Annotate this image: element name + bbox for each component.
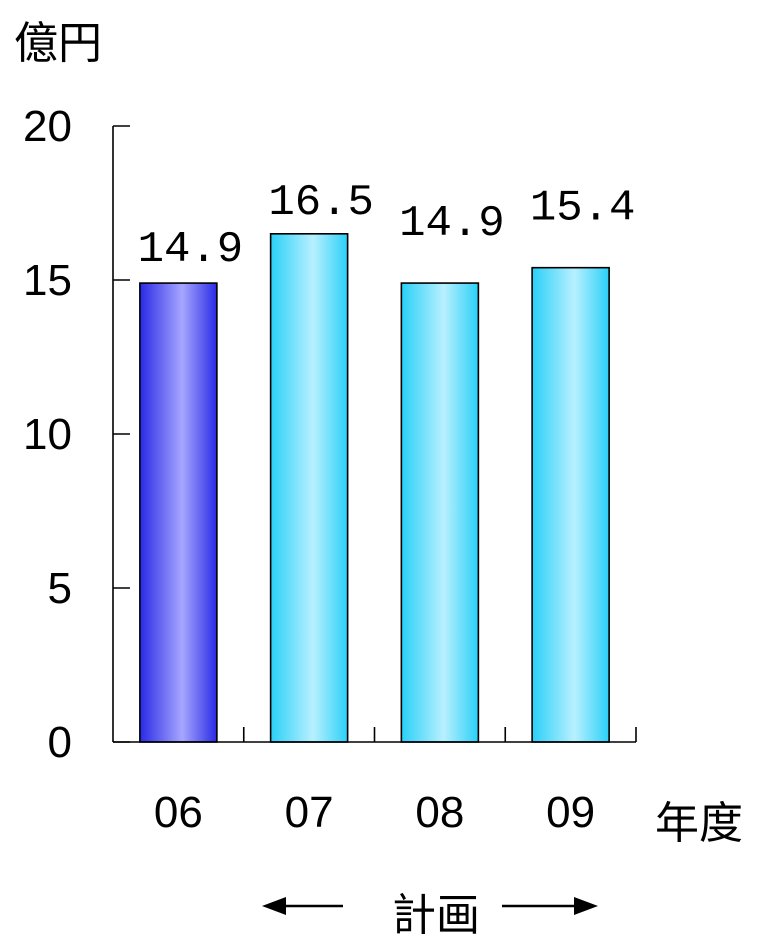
x-tick-label: 09 bbox=[546, 788, 595, 837]
y-axis: 0 5 10 15 20 bbox=[23, 102, 130, 767]
plan-arrow-left-head bbox=[262, 897, 286, 915]
plan-label: 計画 bbox=[392, 891, 480, 937]
y-tick-label: 10 bbox=[23, 410, 72, 459]
plan-arrow-right-head bbox=[574, 897, 598, 915]
bar-06 bbox=[139, 282, 218, 743]
y-tick-label: 0 bbox=[48, 718, 72, 767]
bar-09 bbox=[531, 266, 610, 743]
y-tick-label: 20 bbox=[23, 102, 72, 151]
bar-value-label: 16.5 bbox=[268, 178, 374, 228]
plan-range-annotation: 計画 bbox=[262, 891, 598, 937]
bar-07 bbox=[269, 233, 349, 743]
x-axis: 06 07 08 09 bbox=[113, 727, 637, 837]
y-tick-label: 15 bbox=[23, 256, 72, 305]
x-tick-label: 08 bbox=[415, 788, 464, 837]
x-axis-unit: 年度 bbox=[655, 799, 743, 848]
bars: 14.9 16.5 14.9 15.4 bbox=[138, 178, 636, 743]
bar-08 bbox=[400, 282, 480, 743]
y-axis-unit: 億円 bbox=[14, 19, 102, 68]
bar-value-label: 14.9 bbox=[138, 225, 244, 275]
y-tick-label: 5 bbox=[48, 564, 72, 613]
x-tick-label: 06 bbox=[154, 788, 203, 837]
bar-value-label: 15.4 bbox=[530, 184, 636, 234]
bar-value-label: 14.9 bbox=[399, 199, 505, 249]
x-tick-label: 07 bbox=[285, 788, 334, 837]
